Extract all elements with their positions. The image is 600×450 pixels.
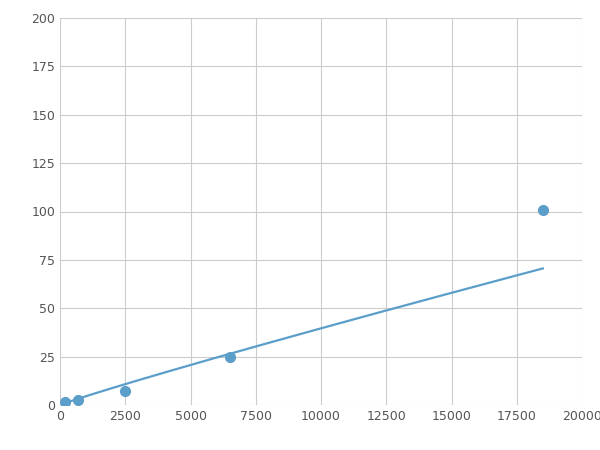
Point: [225, 353, 235, 360]
Point: [121, 388, 130, 395]
Point: [73, 396, 83, 404]
Point: [61, 399, 70, 406]
Point: [538, 206, 548, 213]
